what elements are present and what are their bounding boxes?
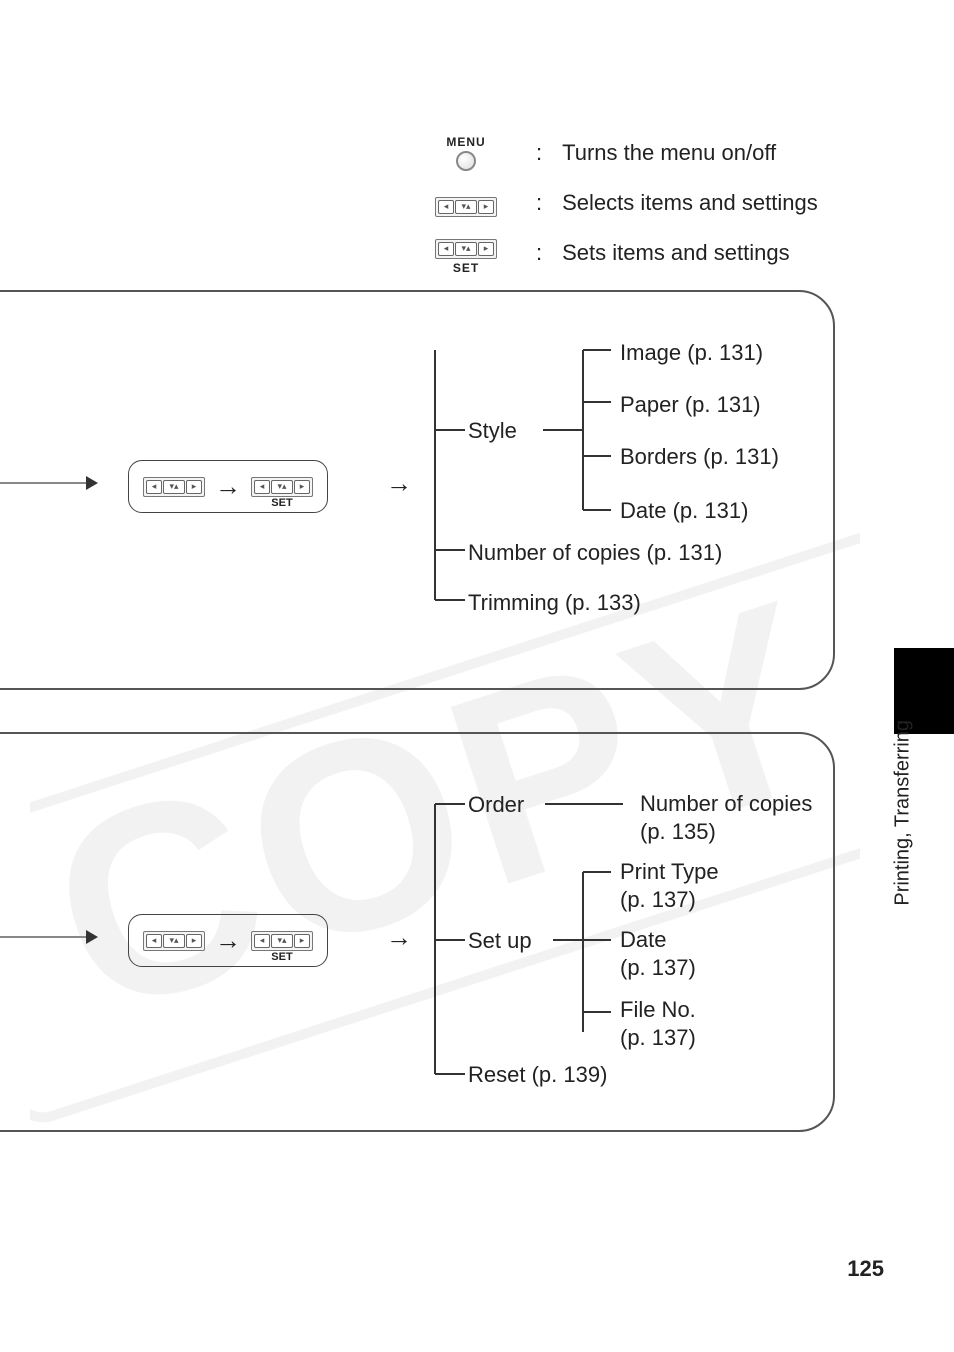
dpad-set-icon: ◂▾▴▸ [251, 477, 313, 497]
lead-arrow-2 [0, 936, 96, 938]
arrow-icon: → [215, 925, 241, 956]
style-image: Image (p. 131) [620, 340, 763, 366]
legend-text-2: Selects items and settings [562, 190, 818, 216]
style-date: Date (p. 131) [620, 498, 748, 524]
set-label: SET [251, 951, 313, 963]
l2: (p. 137) [620, 887, 696, 912]
set-label: SET [251, 497, 313, 509]
colon: : [536, 140, 542, 166]
reset-label: Reset (p. 139) [468, 1062, 607, 1088]
dpad-icon: ◂▾▴▸ [143, 477, 205, 497]
legend-text-1: Turns the menu on/off [562, 140, 776, 166]
style-paper: Paper (p. 131) [620, 392, 761, 418]
order-child-l1: Number of copies [640, 791, 812, 816]
menu-label: MENU [420, 135, 512, 149]
legend-row-set: ◂▾▴▸ SET : Sets items and settings [420, 228, 818, 278]
style-label: Style [468, 418, 517, 444]
setup-print-type: Print Type (p. 137) [620, 858, 719, 913]
page-number: 125 [847, 1256, 884, 1282]
dpad-icon: ◂▾▴▸ [143, 931, 205, 951]
setup-date: Date (p. 137) [620, 926, 696, 981]
copies-label: Number of copies (p. 131) [468, 540, 722, 566]
dpad-set-icon: ◂▾▴▸ [435, 239, 497, 259]
order-label: Order [468, 792, 524, 818]
setup-label: Set up [468, 928, 532, 954]
style-borders: Borders (p. 131) [620, 444, 779, 470]
dpad-icon: ◂▾▴▸ [435, 197, 497, 217]
section-tab: Printing, Transferring [892, 720, 915, 906]
arrow-icon: → [386, 468, 412, 499]
setup-fileno: File No. (p. 137) [620, 996, 696, 1051]
order-child-l2: (p. 135) [640, 819, 716, 844]
legend: MENU : Turns the menu on/off ◂▾▴▸ : Sele… [420, 128, 818, 278]
dpad-set-icon: ◂▾▴▸ [251, 931, 313, 951]
order-child: Number of copies (p. 135) [640, 790, 812, 845]
menu-button-icon [456, 151, 476, 171]
arrow-icon: → [386, 922, 412, 953]
l1: Date [620, 927, 666, 952]
arrow-icon: → [215, 471, 241, 502]
legend-text-3: Sets items and settings [562, 240, 789, 266]
legend-row-select: ◂▾▴▸ : Selects items and settings [420, 178, 818, 228]
lead-arrow-1 [0, 482, 96, 484]
l1: Print Type [620, 859, 719, 884]
page: COPY MENU : Turns the menu on/off ◂▾▴▸ :… [0, 0, 954, 1352]
legend-row-menu: MENU : Turns the menu on/off [420, 128, 818, 178]
stepbox-1: ◂▾▴▸ → ◂▾▴▸ SET [128, 460, 328, 513]
l2: (p. 137) [620, 955, 696, 980]
l1: File No. [620, 997, 696, 1022]
trimming-label: Trimming (p. 133) [468, 590, 641, 616]
l2: (p. 137) [620, 1025, 696, 1050]
set-label: SET [420, 261, 512, 275]
stepbox-2: ◂▾▴▸ → ◂▾▴▸ SET [128, 914, 328, 967]
